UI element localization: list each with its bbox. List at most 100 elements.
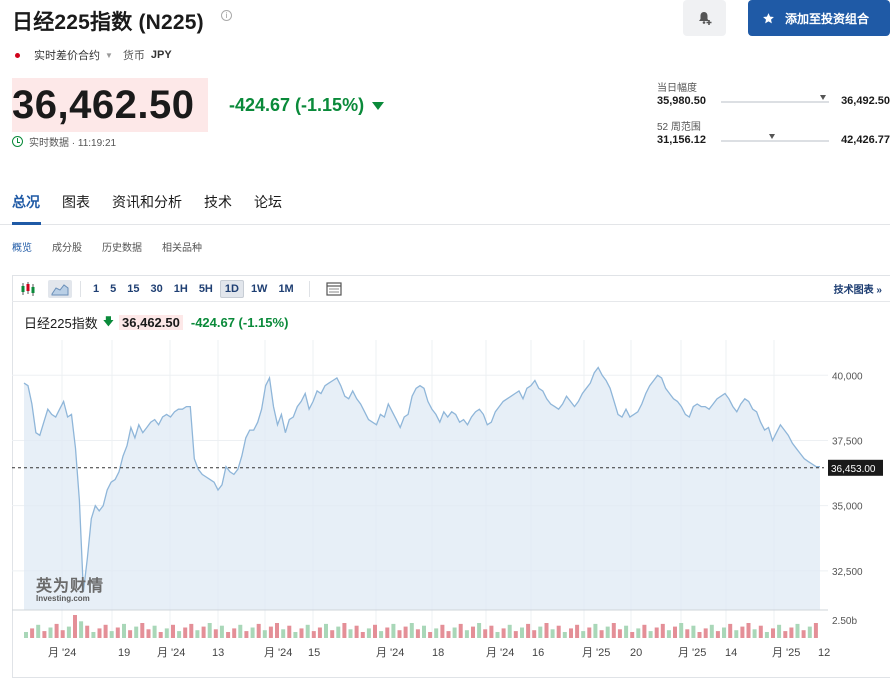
technical-chart-link[interactable]: 技术图表 » [833, 285, 882, 296]
volume-bar [109, 631, 114, 638]
x-tick-label: 月 '25 [582, 647, 610, 659]
price-change-value: -424.67 (-1.15%) [229, 95, 365, 115]
volume-bar [66, 626, 71, 638]
chart-legend: 日经225指数 🡇 36,462.50 -424.67 (-1.15%) [24, 313, 288, 332]
tab-4[interactable]: 论坛 [254, 194, 282, 210]
volume-bar [807, 626, 812, 638]
main-tabs: 总况 图表 资讯和分析 技术 论坛 [12, 192, 282, 212]
volume-bar [342, 623, 347, 638]
volume-bar [538, 626, 543, 638]
volume-bar [562, 632, 567, 638]
week52-range-high: 42,426.77 [841, 134, 890, 146]
sub-tabs: 概览 成分股 历史数据 相关品种 [12, 239, 202, 254]
volume-bar [630, 632, 635, 638]
volume-bar [201, 626, 206, 638]
volume-bar [293, 632, 298, 638]
x-tick-label: 15 [308, 647, 320, 659]
volume-bar [183, 627, 188, 638]
week52-range-marker [768, 134, 775, 139]
interval-5[interactable]: 5 [110, 282, 117, 295]
volume-bar [452, 627, 457, 638]
chevron-down-icon[interactable]: ▼ [105, 50, 113, 60]
active-tab-underline [12, 222, 41, 225]
volume-bar [391, 623, 396, 638]
price-chart[interactable]: 40,000 37,500 35,000 32,500 36,453.00 2.50b 月 … [12, 340, 890, 678]
interval-1H[interactable]: 1H [173, 282, 188, 295]
x-tick-label: 19 [118, 647, 130, 659]
table-view-icon[interactable] [322, 280, 346, 298]
week52-range-bar [721, 134, 829, 142]
candlestick-icon[interactable] [16, 280, 40, 298]
volume-bar [722, 627, 726, 638]
volume-bar [513, 631, 518, 638]
volume-bar [617, 629, 622, 638]
subtab-0[interactable]: 概览 [12, 243, 32, 254]
volume-bar [299, 628, 304, 638]
tab-2[interactable]: 资讯和分析 [112, 194, 182, 210]
info-icon[interactable]: i [221, 10, 232, 21]
interval-30[interactable]: 30 [150, 282, 163, 295]
interval-15[interactable]: 15 [127, 282, 140, 295]
volume-bar [685, 629, 690, 638]
volume-bar [219, 625, 224, 638]
volume-bar [581, 631, 586, 638]
interval-1W[interactable]: 1W [250, 282, 268, 295]
x-tick-label: 月 '25 [678, 647, 706, 659]
interval-1[interactable]: 1 [93, 282, 100, 295]
market-status-dot [15, 52, 20, 58]
subtab-3[interactable]: 相关品种 [162, 243, 202, 254]
add-to-portfolio-button[interactable]: 添加至投资组合 [748, 0, 890, 36]
volume-bar [458, 623, 463, 638]
volume-bar [550, 629, 555, 638]
volume-bar [115, 627, 120, 638]
volume-bar [385, 627, 390, 638]
volume-bar [73, 615, 77, 638]
volume-bar [158, 632, 163, 638]
interval-1D[interactable]: 1D [219, 279, 244, 298]
price-change: -424.67 (-1.15%) [229, 95, 385, 116]
volume-bar [740, 626, 745, 638]
volume-bar [624, 625, 629, 638]
contract-type[interactable]: 实时差价合约 [34, 50, 100, 62]
price-alert-button[interactable] [683, 0, 726, 36]
volume-bar [728, 623, 733, 638]
volume-bar [440, 624, 445, 638]
currency-value: JPY [150, 49, 172, 61]
volume-bar [305, 624, 310, 638]
volume-bar [648, 631, 653, 638]
interval-5H[interactable]: 5H [198, 282, 213, 295]
subtab-2[interactable]: 历史数据 [102, 243, 142, 254]
tab-1[interactable]: 图表 [62, 194, 90, 210]
volume-bar [317, 627, 322, 638]
tab-3[interactable]: 技术 [204, 194, 232, 210]
x-tick-label: 月 '24 [376, 647, 404, 659]
tab-0[interactable]: 总况 [12, 194, 40, 210]
toolbar-separator [308, 280, 310, 297]
volume-bar [360, 632, 365, 638]
volume-bar [103, 624, 108, 638]
area-chart-icon[interactable] [48, 279, 72, 298]
volume-bar [709, 624, 714, 638]
y-tick-label: 37,500 [832, 436, 863, 447]
star-icon [763, 12, 774, 23]
volume-bar [189, 623, 194, 638]
interval-1M[interactable]: 1M [278, 282, 294, 295]
volume-bar [673, 626, 677, 638]
volume-bar [544, 623, 549, 638]
volume-bar [262, 630, 267, 638]
volume-bar [795, 623, 800, 638]
volume-bar [348, 629, 353, 638]
x-tick-label: 18 [432, 647, 444, 659]
volume-bar [507, 624, 512, 638]
volume-bar [697, 632, 702, 638]
volume-bar [464, 630, 469, 638]
volume-bar [789, 627, 794, 638]
volume-bar [250, 627, 255, 638]
x-tick-label: 14 [725, 647, 737, 659]
subtab-1[interactable]: 成分股 [52, 243, 82, 254]
volume-bar [575, 624, 580, 638]
volume-bar [324, 623, 328, 638]
volume-bar [520, 627, 524, 638]
volume-bar [226, 632, 231, 638]
volume-bar [403, 626, 408, 638]
